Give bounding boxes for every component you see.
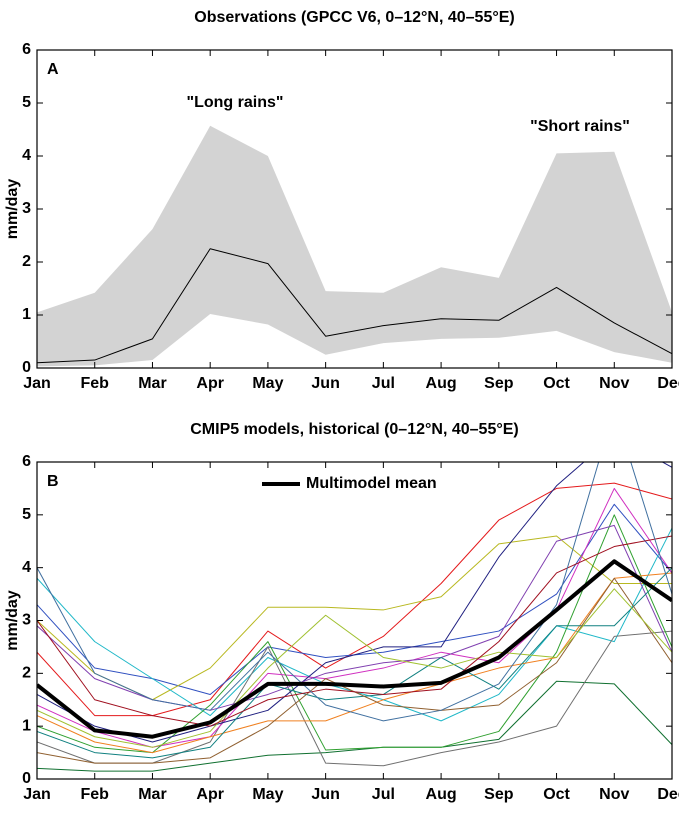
series-line xyxy=(37,482,672,717)
x-tick-label: Jan xyxy=(23,786,51,803)
chart-title: CMIP5 models, historical (0–12°N, 40–55°… xyxy=(190,421,518,438)
x-tick-label: Aug xyxy=(426,375,457,392)
x-tick-label: Mar xyxy=(138,786,166,803)
series-line xyxy=(37,487,672,748)
panel-label: A xyxy=(47,61,59,78)
legend-label: Multimodel mean xyxy=(306,475,437,492)
y-axis-label: mm/day xyxy=(4,179,21,240)
range-band xyxy=(37,125,672,367)
y-tick-label: 6 xyxy=(22,41,31,58)
y-tick-label: 2 xyxy=(22,665,31,682)
plot-area xyxy=(37,125,672,367)
x-tick-label: Mar xyxy=(138,375,166,392)
x-tick-label: Jul xyxy=(372,375,395,392)
mean-line xyxy=(37,559,672,739)
y-tick-label: 3 xyxy=(22,200,31,217)
y-tick-label: 6 xyxy=(22,453,31,470)
x-tick-label: May xyxy=(252,786,283,803)
series-line xyxy=(37,567,672,759)
x-tick-label: Oct xyxy=(543,786,570,803)
y-tick-label: 4 xyxy=(22,559,31,576)
y-tick-label: 4 xyxy=(22,147,31,164)
panel: Observations (GPCC V6, 0–12°N, 40–55°E) m… xyxy=(4,9,679,392)
x-tick-label: Feb xyxy=(81,375,110,392)
x-tick-label: Nov xyxy=(599,375,629,392)
series-line xyxy=(37,462,672,722)
series-line xyxy=(37,514,672,754)
annotation: "Short rains" xyxy=(530,118,630,135)
x-tick-label: Apr xyxy=(196,786,224,803)
y-tick-label: 3 xyxy=(22,612,31,629)
panel-label: B xyxy=(47,473,59,490)
x-tick-label: Sep xyxy=(484,786,514,803)
panel: CMIP5 models, historical (0–12°N, 40–55°… xyxy=(4,421,679,803)
y-tick-label: 0 xyxy=(22,359,31,376)
series-line xyxy=(37,680,672,772)
y-tick-label: 1 xyxy=(22,717,31,734)
x-tick-label: Sep xyxy=(484,375,514,392)
x-tick-label: Jul xyxy=(372,786,395,803)
y-tick-label: 5 xyxy=(22,94,31,111)
plot-frame xyxy=(36,461,673,780)
y-tick-label: 1 xyxy=(22,306,31,323)
series-line xyxy=(37,630,672,767)
x-tick-label: Feb xyxy=(81,786,110,803)
y-tick-label: 0 xyxy=(22,770,31,787)
annotation: "Long rains" xyxy=(187,94,284,111)
series-line xyxy=(37,248,672,364)
y-axis-label: mm/day xyxy=(4,590,21,651)
series-line xyxy=(37,524,672,711)
x-tick-label: Dec xyxy=(657,375,679,392)
series-line xyxy=(37,462,672,743)
x-tick-label: Nov xyxy=(599,786,629,803)
series-line xyxy=(37,588,672,748)
x-tick-label: May xyxy=(252,375,283,392)
y-tick-label: 2 xyxy=(22,253,31,270)
x-tick-label: Dec xyxy=(657,786,679,803)
x-tick-label: Oct xyxy=(543,375,570,392)
x-tick-label: Aug xyxy=(426,786,457,803)
series-line xyxy=(37,535,672,727)
x-tick-label: Jun xyxy=(311,786,339,803)
series-line xyxy=(37,572,672,754)
x-tick-label: Apr xyxy=(196,375,224,392)
x-tick-label: Jun xyxy=(311,375,339,392)
plot-area xyxy=(37,462,672,772)
y-tick-label: 5 xyxy=(22,506,31,523)
x-tick-label: Jan xyxy=(23,375,51,392)
chart-title: Observations (GPCC V6, 0–12°N, 40–55°E) xyxy=(194,9,515,26)
